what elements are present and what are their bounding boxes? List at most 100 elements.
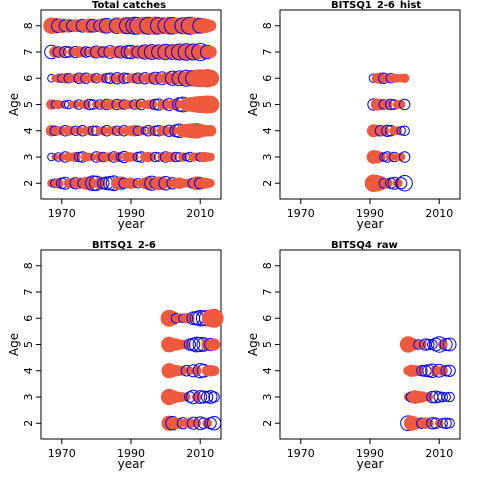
residual-bubble-negative (444, 391, 455, 403)
residual-bubble-positive (111, 151, 123, 163)
residual-bubble-negative (206, 416, 222, 431)
y-tick-label: 2 (261, 180, 274, 187)
y-axis-label: Age (246, 93, 260, 116)
residual-bubble-positive (202, 69, 220, 87)
residual-bubble-negative (399, 125, 410, 137)
y-tick-label: 6 (261, 315, 274, 322)
y-tick-label: 5 (22, 341, 35, 348)
x-tick-label: 2010 (186, 447, 214, 460)
residual-bubble-positive (396, 152, 406, 162)
y-tick-label: 7 (22, 289, 35, 296)
residual-bubble-positive (191, 365, 202, 376)
residual-bubble-positive (382, 177, 393, 189)
y-tick-label: 3 (22, 394, 35, 401)
y-tick-label: 2 (22, 420, 35, 427)
residual-bubble-negative (416, 365, 428, 377)
y-tick-label: 7 (261, 289, 274, 296)
residual-bubble-negative (441, 392, 451, 402)
panel-2: BITSQ1_2-6_hist 1970 1990 2010 year 2 3 4 5 6 7 8 Ag… (246, 0, 461, 231)
plot-frame (279, 249, 461, 440)
y-tick-label: 6 (261, 75, 274, 82)
y-tick-label: 8 (22, 262, 35, 269)
plot-frame (40, 249, 222, 440)
x-tick-label: 2010 (186, 207, 214, 220)
panel-title: Total catches (92, 0, 166, 11)
residual-bubble-negative (439, 337, 453, 352)
panel-3: BITSQ1_2-6 1970 1990 2010 year 2 3 4 5 6 7 8 Age (7, 240, 224, 471)
residual-bubble-positive (201, 95, 220, 114)
residual-bubble-negative (396, 175, 413, 192)
residual-bubble-positive (393, 126, 402, 135)
residual-bubble-positive (396, 100, 406, 109)
residual-bubble-negative (396, 125, 406, 136)
panel-title: BITSQ4_raw (331, 240, 398, 251)
x-tick-label: 1970 (48, 447, 76, 460)
residual-bubble-positive (146, 99, 158, 110)
residual-bubble-negative (398, 151, 411, 163)
panel-4: BITSQ4_raw 1970 1990 2010 year 2 3 4 5 6 7 8 Age (246, 240, 461, 471)
x-tick-label: 2010 (425, 447, 453, 460)
residual-bubble-positive (206, 152, 215, 162)
y-tick-label: 4 (261, 127, 274, 134)
x-tick-label: 1970 (287, 447, 315, 460)
y-axis-label: Age (7, 93, 21, 116)
residual-bubble-negative (440, 417, 452, 429)
x-tick-label: 1990 (117, 207, 145, 220)
residual-bubble-negative (427, 339, 438, 350)
x-axis-label: year (357, 457, 384, 471)
x-tick-label: 1990 (117, 447, 145, 460)
residual-bubble-negative (423, 338, 435, 351)
y-tick-label: 5 (261, 341, 274, 348)
residual-bubble-positive (94, 177, 106, 189)
panel-title: BITSQ1_2-6_hist (331, 0, 421, 11)
y-tick-label: 7 (22, 49, 35, 56)
residual-bubble-negative (437, 391, 448, 403)
y-tick-label: 4 (22, 367, 35, 374)
y-tick-label: 5 (22, 101, 35, 108)
residual-bubble-negative (437, 417, 448, 429)
y-tick-label: 3 (261, 154, 274, 161)
y-tick-label: 3 (22, 154, 35, 161)
residual-bubble-positive (167, 152, 178, 162)
residual-bubble-negative (208, 391, 220, 403)
x-tick-label: 1990 (356, 207, 384, 220)
y-tick-label: 6 (22, 75, 35, 82)
residual-bubble-negative (395, 177, 408, 190)
y-tick-label: 7 (261, 49, 274, 56)
x-axis-label: year (357, 217, 384, 231)
y-axis-label: Age (7, 333, 21, 356)
residual-bubble-positive (207, 338, 221, 351)
residual-bubble-negative (398, 98, 411, 111)
y-tick-label: 8 (261, 262, 274, 269)
residual-bubble-positive (204, 45, 217, 59)
residual-bubble-negative (203, 390, 218, 404)
y-axis-label: Age (246, 333, 260, 356)
residual-bubble-positive (437, 365, 448, 377)
y-tick-label: 8 (22, 22, 35, 29)
x-tick-label: 1990 (356, 447, 384, 460)
x-tick-label: 1970 (287, 207, 315, 220)
residual-bubble-positive (204, 20, 217, 32)
x-axis-label: year (118, 217, 145, 231)
y-tick-label: 4 (22, 127, 35, 134)
residual-bubble-negative (440, 365, 452, 377)
residual-bubble-negative (442, 337, 457, 352)
y-tick-label: 4 (261, 367, 274, 374)
plot-frame (279, 9, 461, 200)
y-tick-label: 5 (261, 101, 274, 108)
x-tick-label: 2010 (425, 207, 453, 220)
residual-bubble-negative (197, 390, 211, 404)
residual-bubble-negative (443, 364, 456, 377)
residual-bubble-positive (399, 73, 410, 84)
y-tick-label: 3 (261, 394, 274, 401)
residual-bubble-positive (53, 177, 64, 189)
residual-bubble-negative (444, 417, 455, 429)
residual-bubble-positive (204, 125, 217, 137)
panel-1: Total catches 1970 1990 2010 year 2 3 4 5 6 7 8 Age (7, 0, 222, 231)
x-axis-label: year (118, 457, 145, 471)
residual-bubble-positive (206, 179, 215, 188)
x-tick-label: 1970 (48, 207, 76, 220)
y-tick-label: 2 (261, 420, 274, 427)
residual-bubble-positive (204, 308, 224, 328)
